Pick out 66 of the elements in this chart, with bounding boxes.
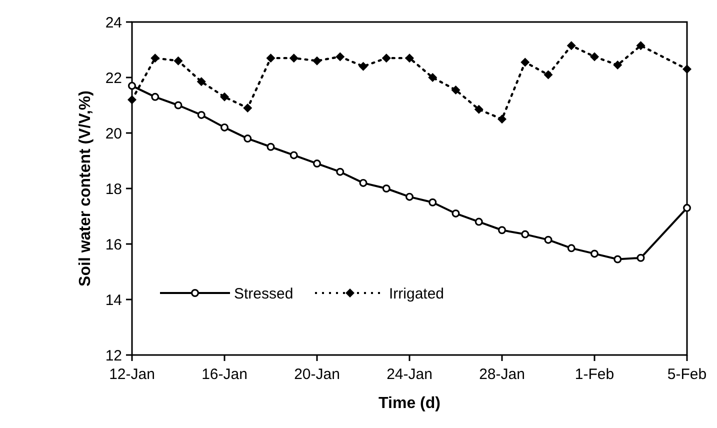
- point: [498, 114, 506, 124]
- point: [590, 250, 598, 258]
- point: [382, 54, 391, 63]
- point: [313, 160, 321, 168]
- point: [289, 54, 298, 63]
- y-tick-label: 16: [105, 236, 122, 254]
- y-tick-label: 18: [105, 180, 122, 198]
- point: [613, 60, 622, 70]
- point: [451, 85, 460, 94]
- point: [244, 134, 252, 143]
- x-tick-label: 20-Jan: [294, 366, 340, 383]
- point: [197, 110, 206, 119]
- point: [544, 70, 553, 80]
- y-tick-label: 24: [105, 14, 122, 32]
- point: [290, 151, 298, 160]
- point: [474, 104, 484, 114]
- point: [614, 255, 622, 264]
- point: [521, 230, 530, 238]
- x-tick-label: 1-Feb: [574, 366, 614, 383]
- point: [336, 52, 345, 62]
- point: [359, 178, 368, 187]
- point: [312, 56, 322, 66]
- point: [405, 54, 414, 63]
- y-axis-title: Soil water content (V/V,%): [77, 90, 94, 286]
- point: [266, 142, 275, 151]
- x-tick-label: 16-Jan: [202, 366, 248, 383]
- point: [683, 204, 691, 212]
- y-tick-label: 14: [105, 292, 122, 309]
- point: [151, 92, 160, 101]
- point: [358, 62, 368, 71]
- point: [220, 92, 229, 102]
- point: [174, 101, 182, 110]
- legend-label: Irrigated: [389, 285, 444, 302]
- point: [498, 226, 506, 234]
- point: [220, 123, 228, 132]
- point: [636, 41, 646, 50]
- point: [452, 209, 460, 218]
- point: [243, 104, 252, 113]
- point: [150, 54, 160, 63]
- point: [566, 41, 576, 50]
- point: [406, 192, 414, 201]
- point: [428, 198, 437, 206]
- legend-label: Stressed: [234, 285, 294, 302]
- x-tick-label: 5-Feb: [667, 366, 707, 383]
- point: [336, 168, 344, 176]
- point: [382, 184, 390, 192]
- x-tick-label: 28-Jan: [479, 366, 525, 383]
- point: [544, 236, 552, 244]
- x-axis-title: Time (d): [378, 395, 440, 412]
- point: [128, 82, 136, 90]
- point: [636, 254, 645, 262]
- point: [128, 95, 136, 104]
- y-tick-label: 12: [105, 347, 122, 364]
- point: [474, 218, 483, 226]
- point: [266, 54, 276, 63]
- y-tick-label: 22: [105, 70, 122, 87]
- point: [567, 244, 576, 252]
- point: [682, 64, 692, 74]
- point: [174, 56, 183, 66]
- y-tick-label: 20: [105, 125, 122, 142]
- point: [590, 52, 599, 62]
- x-tick-label: 24-Jan: [386, 366, 432, 383]
- point: [428, 73, 438, 82]
- x-tick-label: 12-Jan: [109, 366, 155, 383]
- point: [520, 58, 530, 67]
- point: [196, 77, 206, 86]
